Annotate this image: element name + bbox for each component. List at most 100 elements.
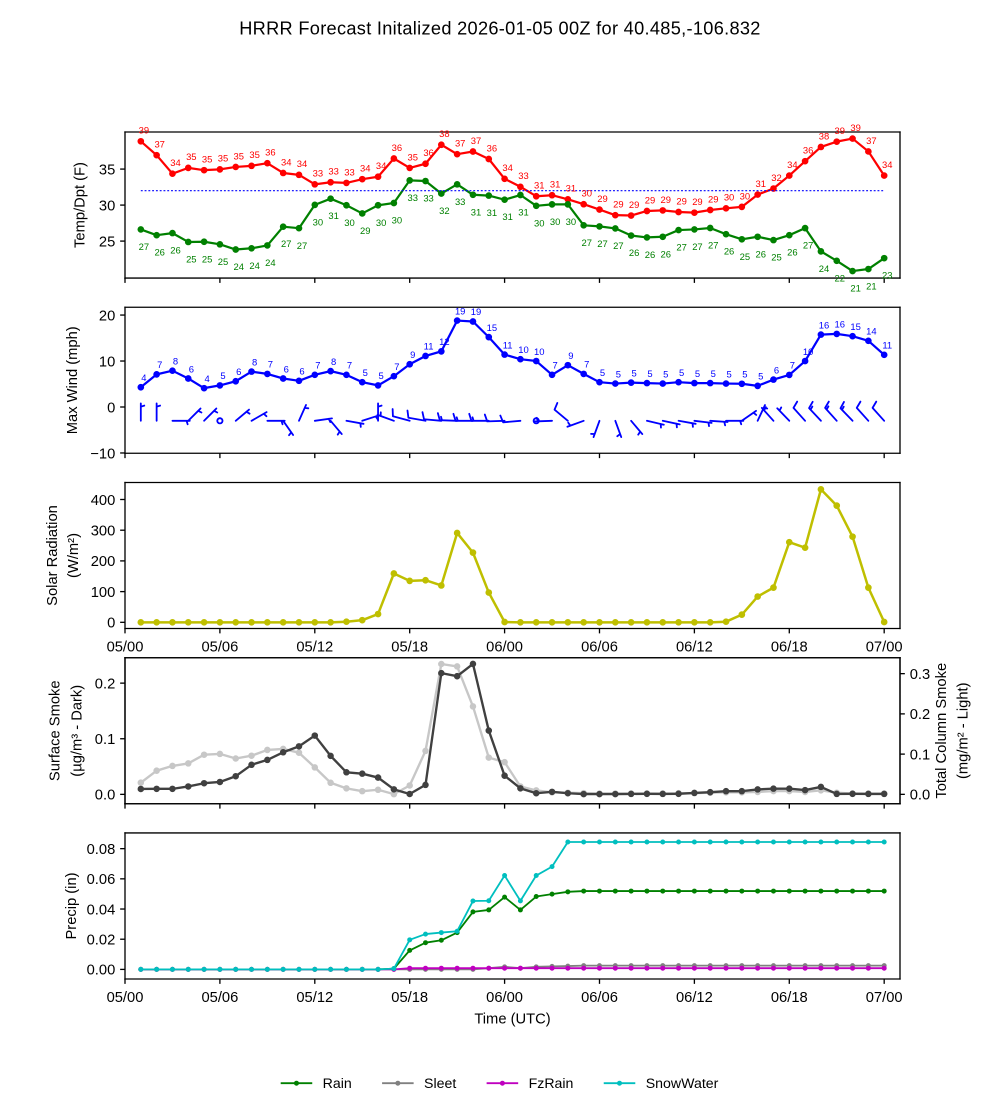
svg-text:100: 100 bbox=[91, 585, 116, 601]
svg-text:27: 27 bbox=[281, 239, 292, 250]
svg-text:37: 37 bbox=[455, 139, 466, 150]
svg-text:06/12: 06/12 bbox=[676, 639, 713, 655]
svg-text:36: 36 bbox=[392, 143, 403, 154]
svg-text:37: 37 bbox=[866, 136, 877, 147]
svg-text:30: 30 bbox=[534, 218, 545, 229]
svg-text:9: 9 bbox=[410, 350, 415, 361]
svg-text:26: 26 bbox=[661, 249, 672, 260]
svg-text:Rain: Rain bbox=[323, 1076, 352, 1092]
svg-text:06/18: 06/18 bbox=[771, 639, 808, 655]
svg-text:35: 35 bbox=[218, 154, 229, 165]
svg-text:7: 7 bbox=[552, 361, 557, 372]
svg-text:Max Wind (mph): Max Wind (mph) bbox=[65, 326, 81, 434]
svg-text:24: 24 bbox=[234, 262, 245, 273]
svg-text:30: 30 bbox=[724, 193, 735, 204]
svg-text:5: 5 bbox=[220, 371, 225, 382]
svg-text:36: 36 bbox=[803, 146, 814, 157]
svg-text:10: 10 bbox=[99, 354, 115, 370]
svg-text:Surface Smoke: Surface Smoke bbox=[48, 680, 64, 781]
svg-text:6: 6 bbox=[774, 365, 779, 376]
svg-text:10: 10 bbox=[803, 347, 814, 358]
svg-text:25: 25 bbox=[771, 253, 782, 264]
svg-text:0.0: 0.0 bbox=[95, 788, 115, 804]
svg-text:36: 36 bbox=[423, 148, 434, 159]
svg-text:07/00: 07/00 bbox=[866, 990, 903, 1006]
svg-text:15: 15 bbox=[850, 322, 861, 333]
svg-text:7: 7 bbox=[268, 360, 273, 371]
svg-text:05/06: 05/06 bbox=[201, 639, 238, 655]
svg-text:200: 200 bbox=[91, 554, 116, 570]
svg-text:05/00: 05/00 bbox=[107, 990, 144, 1006]
svg-text:0.2: 0.2 bbox=[95, 676, 115, 692]
svg-text:27: 27 bbox=[803, 241, 814, 252]
svg-text:37: 37 bbox=[471, 136, 482, 147]
svg-text:29: 29 bbox=[613, 200, 623, 211]
svg-text:27: 27 bbox=[297, 241, 307, 252]
svg-text:5: 5 bbox=[363, 368, 368, 379]
svg-text:11: 11 bbox=[424, 342, 434, 353]
svg-text:34: 34 bbox=[376, 161, 387, 172]
svg-text:12: 12 bbox=[439, 337, 449, 348]
svg-text:24: 24 bbox=[819, 264, 830, 275]
svg-text:35: 35 bbox=[249, 150, 260, 161]
svg-text:33: 33 bbox=[423, 194, 434, 205]
svg-text:33: 33 bbox=[455, 197, 466, 208]
svg-text:20: 20 bbox=[99, 308, 115, 324]
svg-text:26: 26 bbox=[755, 249, 766, 260]
svg-text:16: 16 bbox=[819, 320, 830, 331]
svg-text:6: 6 bbox=[189, 364, 194, 375]
svg-text:5: 5 bbox=[632, 368, 637, 379]
svg-text:5: 5 bbox=[647, 369, 652, 380]
svg-text:5: 5 bbox=[600, 368, 605, 379]
svg-text:5: 5 bbox=[663, 369, 668, 380]
svg-text:26: 26 bbox=[724, 247, 735, 258]
svg-text:19: 19 bbox=[471, 307, 482, 318]
svg-text:0.1: 0.1 bbox=[910, 747, 930, 763]
svg-text:4: 4 bbox=[141, 373, 146, 384]
svg-text:0.02: 0.02 bbox=[87, 933, 116, 949]
svg-text:5: 5 bbox=[711, 369, 716, 380]
svg-text:7: 7 bbox=[157, 360, 162, 371]
svg-text:35: 35 bbox=[99, 162, 115, 178]
svg-text:Precip (in): Precip (in) bbox=[64, 872, 80, 939]
svg-text:5: 5 bbox=[616, 369, 621, 380]
svg-text:30: 30 bbox=[376, 218, 387, 229]
svg-text:5: 5 bbox=[378, 371, 383, 382]
svg-text:33: 33 bbox=[344, 167, 355, 178]
svg-text:30: 30 bbox=[550, 217, 561, 228]
svg-text:10: 10 bbox=[518, 345, 529, 356]
svg-text:30: 30 bbox=[313, 217, 324, 228]
svg-text:25: 25 bbox=[202, 254, 213, 265]
svg-text:0.00: 0.00 bbox=[87, 963, 116, 979]
svg-text:400: 400 bbox=[91, 493, 116, 509]
svg-text:29: 29 bbox=[360, 226, 371, 237]
svg-text:15: 15 bbox=[487, 323, 498, 334]
svg-text:06/00: 06/00 bbox=[486, 639, 523, 655]
svg-text:29: 29 bbox=[629, 200, 640, 211]
svg-text:21: 21 bbox=[850, 284, 861, 295]
svg-text:7: 7 bbox=[394, 362, 399, 373]
svg-text:0.08: 0.08 bbox=[87, 842, 116, 858]
svg-text:27: 27 bbox=[676, 243, 687, 254]
svg-text:31: 31 bbox=[328, 211, 339, 222]
svg-text:06/00: 06/00 bbox=[486, 990, 523, 1006]
svg-text:FzRain: FzRain bbox=[529, 1076, 574, 1092]
svg-text:25: 25 bbox=[218, 257, 229, 268]
svg-text:34: 34 bbox=[502, 163, 513, 174]
svg-text:30: 30 bbox=[581, 189, 592, 200]
svg-text:29: 29 bbox=[692, 197, 703, 208]
svg-text:26: 26 bbox=[645, 250, 656, 261]
svg-text:5: 5 bbox=[695, 369, 700, 380]
svg-text:27: 27 bbox=[139, 242, 149, 253]
svg-text:29: 29 bbox=[661, 195, 672, 206]
svg-text:05/18: 05/18 bbox=[391, 639, 428, 655]
svg-text:27: 27 bbox=[613, 241, 623, 252]
svg-text:11: 11 bbox=[503, 340, 513, 351]
svg-text:25: 25 bbox=[740, 252, 751, 263]
svg-text:31: 31 bbox=[518, 208, 529, 219]
svg-text:0.0: 0.0 bbox=[910, 788, 930, 804]
svg-text:27: 27 bbox=[581, 238, 592, 249]
svg-text:0.3: 0.3 bbox=[910, 667, 930, 683]
svg-text:14: 14 bbox=[866, 327, 877, 338]
svg-text:0: 0 bbox=[107, 616, 115, 632]
